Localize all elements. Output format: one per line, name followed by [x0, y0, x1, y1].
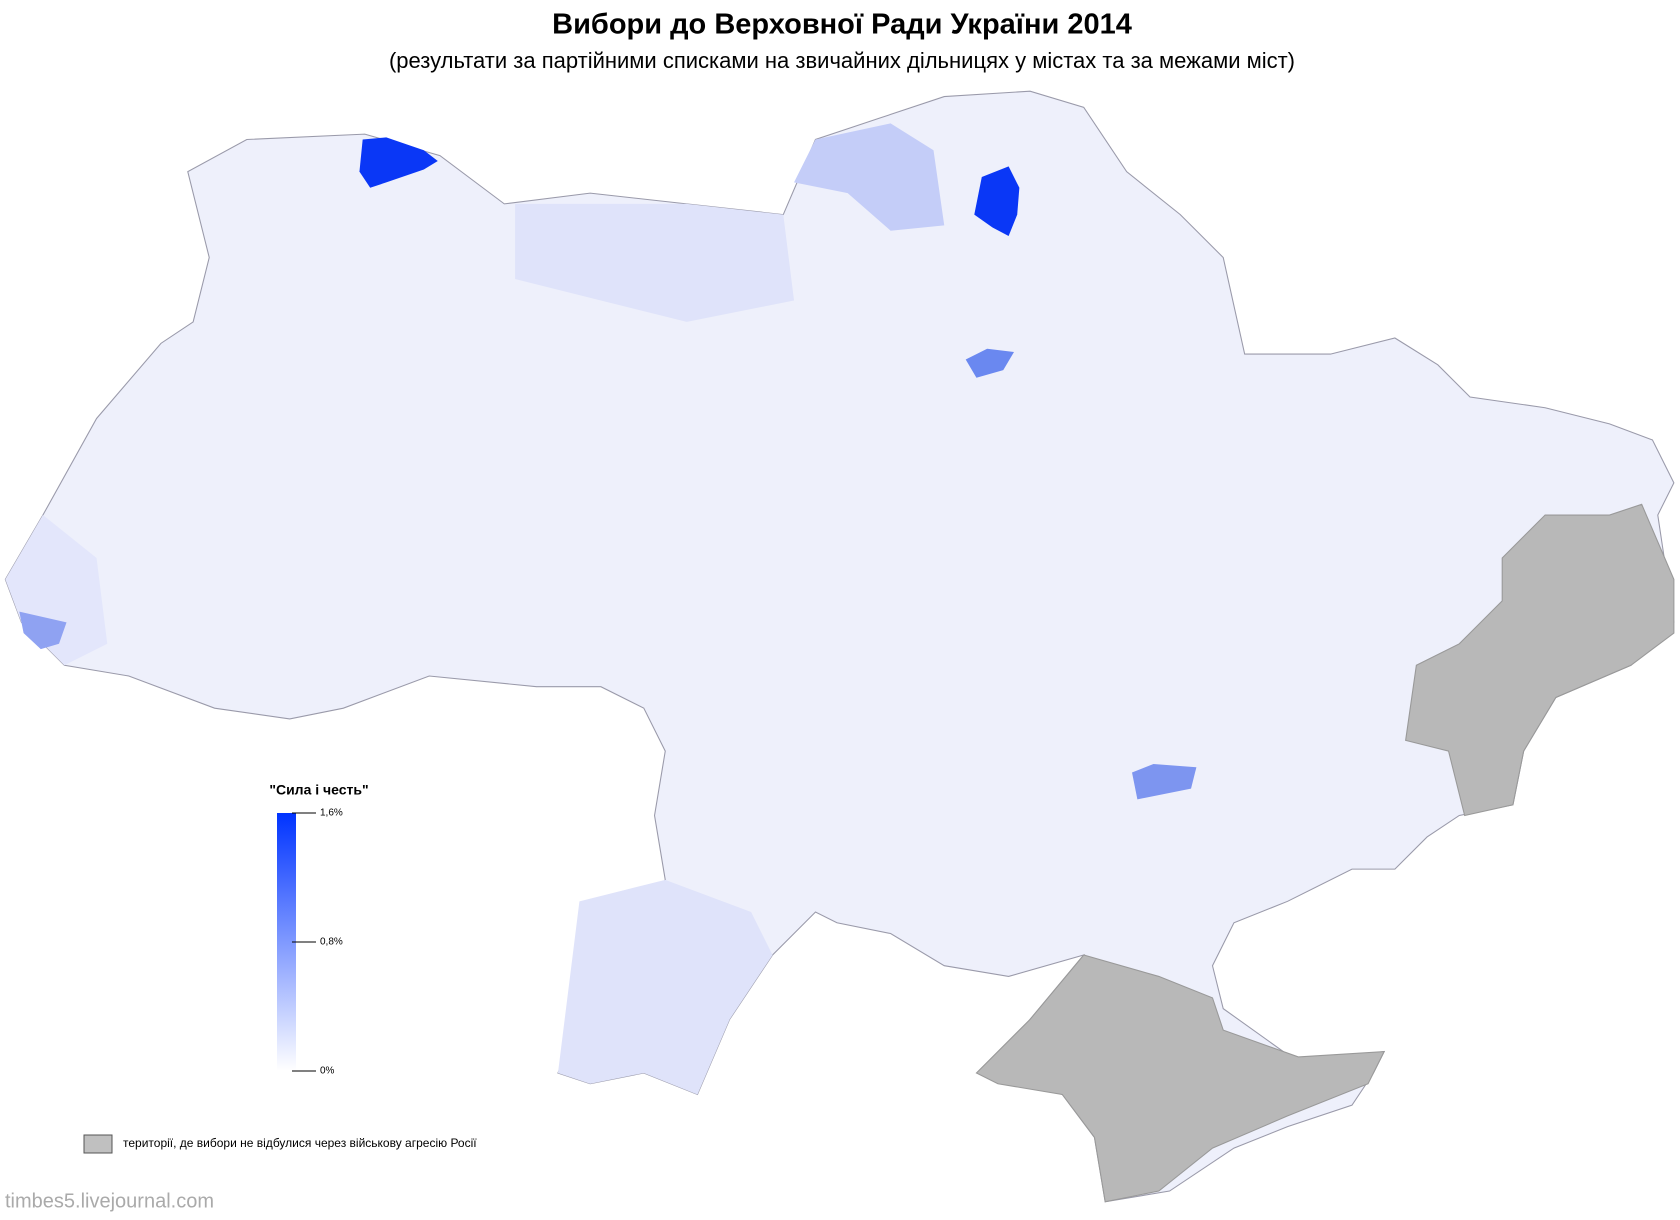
map: [4, 90, 1675, 1203]
region-light: [515, 203, 795, 322]
color-scale: [277, 813, 296, 1071]
scale-tick-label: 0,8%: [320, 937, 343, 948]
region-high: [359, 137, 438, 188]
region-occupied: [1405, 503, 1675, 817]
region-light: [794, 123, 945, 231]
watermark: timbes5.livejournal.com: [5, 1190, 214, 1212]
scale-tick-label: 1,6%: [320, 808, 343, 819]
note-text: території, де вибори не відбулися через …: [123, 1136, 477, 1150]
region-medium: [965, 348, 1014, 378]
region-medium: [1132, 763, 1197, 800]
region-light: [557, 879, 773, 1095]
legend-title: "Сила і честь": [269, 782, 368, 798]
region-occupied: [975, 954, 1386, 1203]
region-high: [974, 166, 1020, 237]
subtitle: (результати за партійними списками на зв…: [389, 48, 1295, 73]
scale-tick-label: 0%: [320, 1066, 335, 1077]
title: Вибори до Верховної Ради України 2014: [552, 9, 1132, 41]
region-medium: [19, 611, 67, 650]
country-outline: [4, 90, 1675, 1203]
note-swatch: [83, 1134, 113, 1154]
